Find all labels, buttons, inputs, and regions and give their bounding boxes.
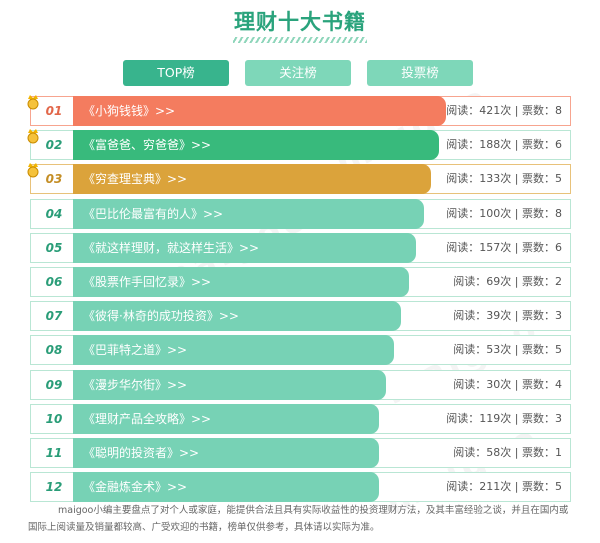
rank-number: 05 — [45, 240, 63, 255]
title-decoration — [233, 37, 367, 43]
score-bar: 《就这样理财，就这样生活》>> — [73, 232, 416, 263]
read-vote-stats: 阅读：69次 | 票数：2 — [453, 275, 562, 288]
rank-number: 09 — [45, 377, 63, 392]
read-vote-stats: 阅读：133次 | 票数：5 — [446, 172, 562, 186]
ranking-row[interactable]: 08 《巴菲特之道》>> 阅读：53次 | 票数：5 — [30, 335, 571, 366]
ranking-row[interactable]: 09 《漫步华尔街》>> 阅读：30次 | 票数：4 — [30, 369, 571, 400]
score-bar: 《彼得·林奇的成功投资》>> — [73, 301, 401, 332]
tab-follow[interactable]: 关注榜 — [245, 60, 351, 86]
tab-bar: TOP榜 关注榜 投票榜 — [0, 60, 600, 86]
tab-vote[interactable]: 投票榜 — [367, 60, 473, 86]
read-vote-stats: 阅读：30次 | 票数：4 — [453, 377, 562, 391]
rank-number: 03 — [45, 172, 63, 187]
rank-number: 02 — [45, 138, 63, 153]
page-title: 理财十大书籍 — [234, 10, 366, 34]
book-title-link[interactable]: 《穷查理宝典》>> — [83, 172, 188, 187]
medal-icon — [27, 163, 39, 178]
book-title-link[interactable]: 《巴比伦最富有的人》>> — [83, 206, 224, 221]
medal-icon — [27, 95, 39, 110]
rank-number: 11 — [45, 446, 63, 460]
read-vote-stats: 阅读：421次 | 票数：8 — [446, 104, 562, 117]
score-bar: 《理财产品全攻略》>> — [73, 403, 379, 434]
read-vote-stats: 阅读：119次 | 票数：3 — [446, 411, 562, 425]
read-vote-stats: 阅读：211次 | 票数：5 — [446, 480, 562, 494]
rank-number: 10 — [45, 411, 63, 426]
rank-number: 04 — [45, 206, 63, 221]
score-bar: 《金融炼金术》>> — [73, 472, 379, 503]
rank-number: 12 — [45, 480, 63, 495]
book-title-link[interactable]: 《富爸爸、穷爸爸》>> — [83, 138, 212, 153]
book-title-link[interactable]: 《理财产品全攻略》>> — [83, 411, 212, 426]
score-bar: 《巴菲特之道》>> — [73, 335, 394, 366]
book-title-link[interactable]: 《聪明的投资者》>> — [83, 446, 200, 460]
read-vote-stats: 阅读：39次 | 票数：3 — [453, 309, 562, 323]
ranking-row[interactable]: 06 《股票作手回忆录》>> 阅读：69次 | 票数：2 — [30, 267, 571, 297]
medal-icon — [27, 129, 39, 144]
read-vote-stats: 阅读：157次 | 票数：6 — [446, 240, 562, 254]
footer-note: maigoo小编主要盘点了对个人或家庭，能提供合法且具有实际收益性的投资理财方法… — [28, 505, 569, 533]
read-vote-stats: 阅读：53次 | 票数：5 — [453, 343, 562, 357]
rank-number: 08 — [45, 343, 63, 358]
book-title-link[interactable]: 《巴菲特之道》>> — [83, 343, 188, 358]
read-vote-stats: 阅读：188次 | 票数：6 — [446, 138, 562, 152]
ranking-row[interactable]: 07 《彼得·林奇的成功投资》>> 阅读：39次 | 票数：3 — [30, 301, 571, 332]
book-title-link[interactable]: 《漫步华尔街》>> — [83, 377, 188, 392]
score-bar: 《小狗钱钱》>> — [73, 96, 446, 126]
score-bar: 《富爸爸、穷爸爸》>> — [73, 130, 439, 161]
score-bar: 《穷查理宝典》>> — [73, 164, 431, 195]
score-bar: 《聪明的投资者》>> — [73, 438, 379, 468]
book-title-link[interactable]: 《股票作手回忆录》>> — [83, 275, 212, 289]
ranking-row[interactable]: 05 《就这样理财，就这样生活》>> 阅读：157次 | 票数：6 — [30, 232, 571, 263]
ranking-row[interactable]: 10 《理财产品全攻略》>> 阅读：119次 | 票数：3 — [30, 403, 571, 434]
ranking-row[interactable]: 12 《金融炼金术》>> 阅读：211次 | 票数：5 — [30, 472, 571, 503]
read-vote-stats: 阅读：58次 | 票数：1 — [453, 446, 562, 459]
score-bar: 《股票作手回忆录》>> — [73, 267, 409, 297]
rank-number: 06 — [45, 275, 63, 289]
book-title-link[interactable]: 《小狗钱钱》>> — [83, 104, 176, 118]
ranking-row[interactable]: 01 《小狗钱钱》>> 阅读：421次 | 票数：8 — [27, 95, 571, 126]
tab-top[interactable]: TOP榜 — [123, 60, 229, 86]
book-title-link[interactable]: 《金融炼金术》>> — [83, 480, 188, 495]
rank-number: 01 — [45, 104, 63, 118]
ranking-row[interactable]: 03 《穷查理宝典》>> 阅读：133次 | 票数：5 — [27, 163, 571, 195]
ranking-row[interactable]: 04 《巴比伦最富有的人》>> 阅读：100次 | 票数：8 — [30, 198, 571, 229]
read-vote-stats: 阅读：100次 | 票数：8 — [446, 206, 562, 220]
book-title-link[interactable]: 《就这样理财，就这样生活》>> — [83, 240, 260, 255]
ranking-row[interactable]: 02 《富爸爸、穷爸爸》>> 阅读：188次 | 票数：6 — [27, 129, 571, 161]
ranking-row[interactable]: 11 《聪明的投资者》>> 阅读：58次 | 票数：1 — [30, 438, 571, 468]
score-bar: 《漫步华尔街》>> — [73, 369, 386, 400]
book-title-link[interactable]: 《彼得·林奇的成功投资》>> — [83, 309, 239, 324]
rank-number: 07 — [45, 309, 63, 324]
score-bar: 《巴比伦最富有的人》>> — [73, 198, 424, 229]
